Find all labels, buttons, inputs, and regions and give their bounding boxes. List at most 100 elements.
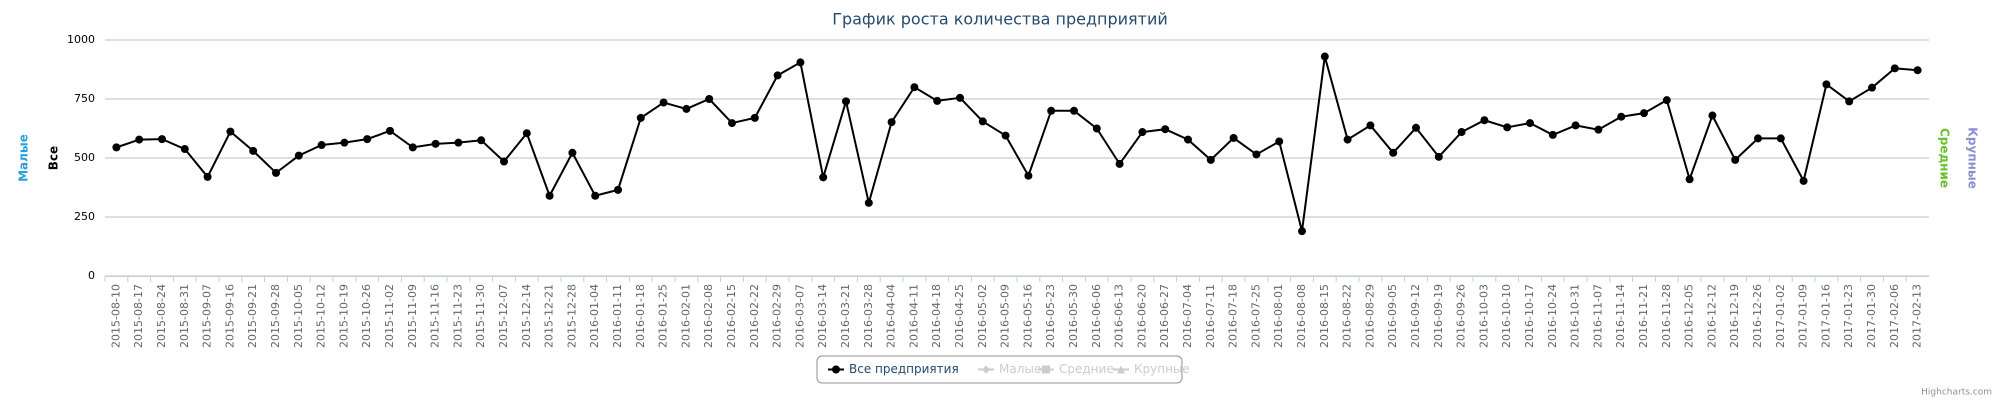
x-tick-label: 2016-10-03 — [1477, 284, 1490, 348]
x-tick-label: 2016-08-01 — [1272, 284, 1285, 348]
data-point — [363, 135, 372, 144]
legend-symbol — [832, 365, 840, 374]
x-tick-label: 2017-02-06 — [1888, 284, 1901, 348]
data-point — [1366, 121, 1375, 130]
x-tick-label: 2016-06-20 — [1135, 284, 1148, 348]
y-axis-title: Малые — [17, 134, 31, 182]
data-point — [522, 129, 531, 138]
x-tick-label: 2015-11-23 — [451, 284, 464, 348]
x-tick-label: 2016-07-25 — [1249, 284, 1262, 348]
x-tick-label: 2016-12-12 — [1705, 284, 1718, 348]
y-tick-label: 250 — [74, 210, 95, 223]
x-tick-label: 2016-04-18 — [930, 284, 943, 348]
x-tick-label: 2016-10-24 — [1546, 284, 1559, 348]
data-point — [864, 198, 873, 207]
x-tick-label: 2015-09-16 — [223, 284, 236, 348]
data-point — [386, 126, 394, 135]
legend-item[interactable]: Средние — [1038, 362, 1114, 376]
data-point — [408, 143, 417, 152]
x-tick-label: 2017-01-30 — [1865, 284, 1878, 348]
legend-item[interactable]: Малые — [978, 362, 1041, 376]
x-tick-label: 2016-04-25 — [953, 284, 966, 348]
x-tick-label: 2016-01-11 — [611, 284, 624, 348]
data-point — [1275, 137, 1284, 146]
data-point — [682, 104, 691, 113]
data-point — [1708, 111, 1717, 120]
x-tick-label: 2016-04-11 — [907, 284, 920, 348]
data-point — [1457, 128, 1466, 137]
data-point — [180, 145, 189, 154]
data-point — [1662, 96, 1671, 105]
data-point — [112, 143, 121, 152]
x-tick-label: 2016-08-22 — [1341, 284, 1354, 348]
legend-item[interactable]: Крупные — [1113, 362, 1190, 376]
x-tick-label: 2016-12-26 — [1751, 284, 1764, 348]
data-point — [203, 172, 212, 181]
data-point — [294, 151, 303, 160]
x-tick-label: 2015-11-30 — [474, 284, 487, 348]
legend-item[interactable]: Все предприятия — [828, 362, 959, 376]
data-point — [591, 191, 600, 200]
x-tick-label: 2015-09-28 — [269, 284, 282, 348]
x-tick-label: 2016-11-07 — [1591, 284, 1604, 348]
data-point — [1298, 227, 1306, 236]
x-tick-label: 2017-02-13 — [1911, 284, 1924, 348]
x-tick-label: 2016-10-31 — [1569, 284, 1582, 348]
x-tick-label: 2016-02-15 — [725, 284, 738, 348]
data-point — [1776, 134, 1785, 143]
x-tick-label: 2015-11-09 — [406, 284, 419, 348]
x-tick-label: 2015-08-31 — [178, 284, 191, 348]
x-tick-label: 2016-12-19 — [1728, 284, 1741, 348]
data-point — [1252, 150, 1261, 159]
data-point — [1548, 130, 1557, 139]
x-tick-label: 2016-12-05 — [1683, 284, 1696, 348]
data-point — [1229, 133, 1238, 142]
x-tick-label: 2016-06-27 — [1158, 284, 1171, 348]
x-tick-label: 2016-09-26 — [1455, 284, 1468, 348]
x-tick-label: 2016-03-07 — [793, 284, 806, 348]
x-tick-label: 2015-08-17 — [132, 284, 145, 348]
credits: Highcharts.com — [1921, 388, 1992, 398]
data-point — [226, 127, 235, 136]
x-tick-label: 2016-07-11 — [1204, 284, 1217, 348]
data-point — [135, 135, 144, 144]
data-point — [500, 157, 508, 166]
legend-box — [816, 355, 1183, 384]
x-tick-label: 2016-05-02 — [976, 284, 989, 348]
legend-symbol — [1117, 365, 1125, 374]
data-point — [1890, 64, 1899, 73]
data-point — [659, 98, 668, 107]
x-tick-label: 2016-03-28 — [862, 284, 875, 348]
y-axis-title: Крупные — [1966, 127, 1980, 189]
y-tick-label: 1000 — [67, 33, 95, 46]
x-tick-label: 2016-03-14 — [816, 284, 829, 348]
x-tick-label: 2016-01-25 — [657, 284, 670, 348]
chart-title: График роста количества предприятий — [832, 10, 1168, 29]
data-point — [1320, 52, 1329, 61]
x-tick-label: 2016-11-28 — [1660, 284, 1673, 348]
data-point — [454, 138, 463, 147]
data-point — [340, 138, 349, 147]
data-point — [1343, 135, 1352, 144]
data-point — [1070, 106, 1078, 115]
x-tick-label: 2016-09-05 — [1386, 284, 1399, 348]
x-tick-label: 2015-09-21 — [246, 284, 259, 348]
data-point — [1161, 125, 1170, 134]
x-tick-label: 2016-05-23 — [1044, 284, 1057, 348]
data-point — [887, 118, 896, 127]
x-tick-label: 2015-10-26 — [360, 284, 373, 348]
data-point — [431, 139, 440, 148]
data-point — [1001, 131, 1010, 140]
data-point — [1092, 124, 1101, 133]
y-tick-label: 0 — [88, 269, 95, 282]
x-tick-label: 2016-11-14 — [1614, 284, 1627, 348]
x-tick-label: 2016-05-09 — [999, 284, 1012, 348]
x-tick-label: 2017-01-16 — [1819, 284, 1832, 348]
x-tick-label: 2016-05-30 — [1067, 284, 1080, 348]
x-tick-label: 2016-10-10 — [1500, 284, 1513, 348]
x-tick-label: 2016-07-18 — [1227, 284, 1240, 348]
data-point — [1617, 112, 1626, 121]
data-point — [1526, 119, 1534, 128]
data-point — [705, 95, 714, 103]
